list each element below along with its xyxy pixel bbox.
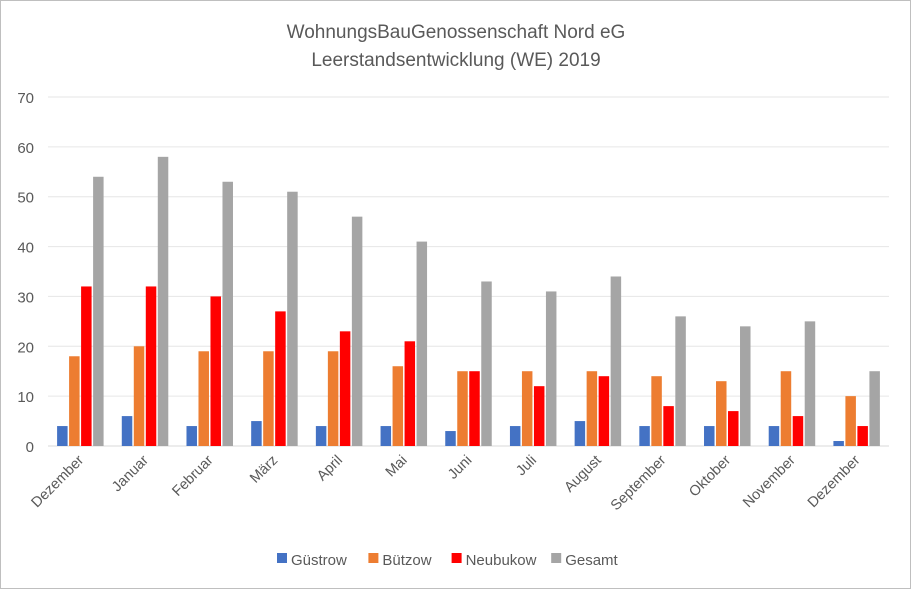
bar-neubukow	[210, 296, 221, 446]
bar-neubukow	[404, 341, 416, 446]
x-tick-label: Juni	[445, 453, 475, 483]
bar-gesamt	[222, 181, 233, 446]
x-tick-label: April	[314, 453, 346, 485]
bar-neubukow	[145, 286, 157, 446]
y-tick-label: 30	[17, 289, 34, 306]
bar-gesamt	[287, 191, 298, 446]
bar-bützow	[392, 366, 404, 446]
bar-neubukow	[792, 416, 804, 446]
y-tick-label: 20	[17, 339, 34, 356]
bar-gesamt	[675, 316, 686, 446]
x-tick-label: Oktober	[686, 452, 734, 500]
y-tick-label: 10	[17, 389, 34, 406]
bar-güstrow	[251, 421, 262, 446]
legend-swatch	[451, 553, 462, 563]
legend-label: Gesamt	[565, 552, 618, 569]
bar-neubukow	[81, 286, 92, 446]
bar-neubukow	[533, 386, 545, 446]
x-tick-label: Dezember	[29, 452, 88, 511]
y-tick-label: 40	[17, 240, 34, 257]
chart-subtitle: Leerstandsentwicklung (WE) 2019	[311, 50, 600, 71]
bar-gesamt	[610, 276, 622, 446]
bar-neubukow	[663, 406, 674, 446]
bar-neubukow	[598, 376, 610, 446]
bar-neubukow	[275, 311, 286, 446]
x-tick-label: Dezember	[805, 452, 864, 511]
bar-bützow	[133, 346, 145, 446]
bar-gesamt	[157, 156, 169, 447]
bar-güstrow	[380, 426, 392, 446]
bar-gesamt	[545, 291, 557, 446]
bar-güstrow	[768, 426, 780, 446]
bar-bützow	[716, 381, 727, 446]
y-tick-label: 50	[17, 190, 34, 207]
legend-label: Neubukow	[466, 552, 537, 569]
bar-gesamt	[869, 371, 880, 446]
bar-güstrow	[57, 426, 68, 446]
bar-bützow	[198, 351, 209, 446]
x-tick-label: Juli	[513, 453, 540, 480]
bar-güstrow	[639, 426, 650, 446]
bar-bützow	[845, 396, 856, 446]
bar-gesamt	[740, 326, 751, 446]
y-tick-label: 70	[17, 90, 34, 107]
x-tick-label: Mai	[383, 453, 411, 481]
bar-bützow	[263, 351, 274, 446]
bar-neubukow	[339, 331, 351, 446]
bar-neubukow	[728, 411, 739, 446]
bar-güstrow	[186, 426, 197, 446]
bar-gesamt	[351, 216, 363, 446]
legend-swatch	[368, 553, 379, 563]
bar-güstrow	[704, 426, 715, 446]
y-tick-label: 0	[26, 439, 34, 456]
bar-neubukow	[469, 371, 480, 446]
bar-güstrow	[121, 416, 133, 446]
bar-güstrow	[445, 431, 456, 446]
bar-gesamt	[93, 176, 104, 446]
bar-güstrow	[833, 441, 844, 446]
bar-bützow	[521, 371, 533, 446]
y-tick-label: 60	[17, 140, 34, 157]
bar-bützow	[651, 376, 662, 446]
bar-güstrow	[574, 421, 586, 446]
x-tick-label: März	[247, 453, 281, 487]
bar-gesamt	[804, 321, 816, 446]
x-tick-label: September	[608, 452, 670, 514]
bar-güstrow	[509, 426, 521, 446]
bar-gesamt	[481, 281, 492, 446]
bar-güstrow	[315, 426, 327, 446]
bar-bützow	[457, 371, 468, 446]
legend-label: Bützow	[382, 552, 431, 569]
legend-label: Güstrow	[291, 552, 347, 569]
x-tick-label: August	[561, 453, 604, 496]
bar-neubukow	[857, 426, 868, 446]
bar-bützow	[69, 356, 80, 446]
bar-bützow	[327, 351, 339, 446]
x-tick-label: Februar	[169, 452, 216, 499]
chart-title: WohnungsBauGenossenschaft Nord eG	[287, 22, 626, 43]
x-tick-label: Januar	[109, 452, 152, 495]
legend-swatch	[551, 553, 562, 563]
bar-bützow	[586, 371, 598, 446]
bar-bützow	[780, 371, 792, 446]
bar-gesamt	[416, 241, 428, 446]
legend-swatch	[277, 553, 287, 563]
x-tick-label: November	[740, 452, 799, 511]
